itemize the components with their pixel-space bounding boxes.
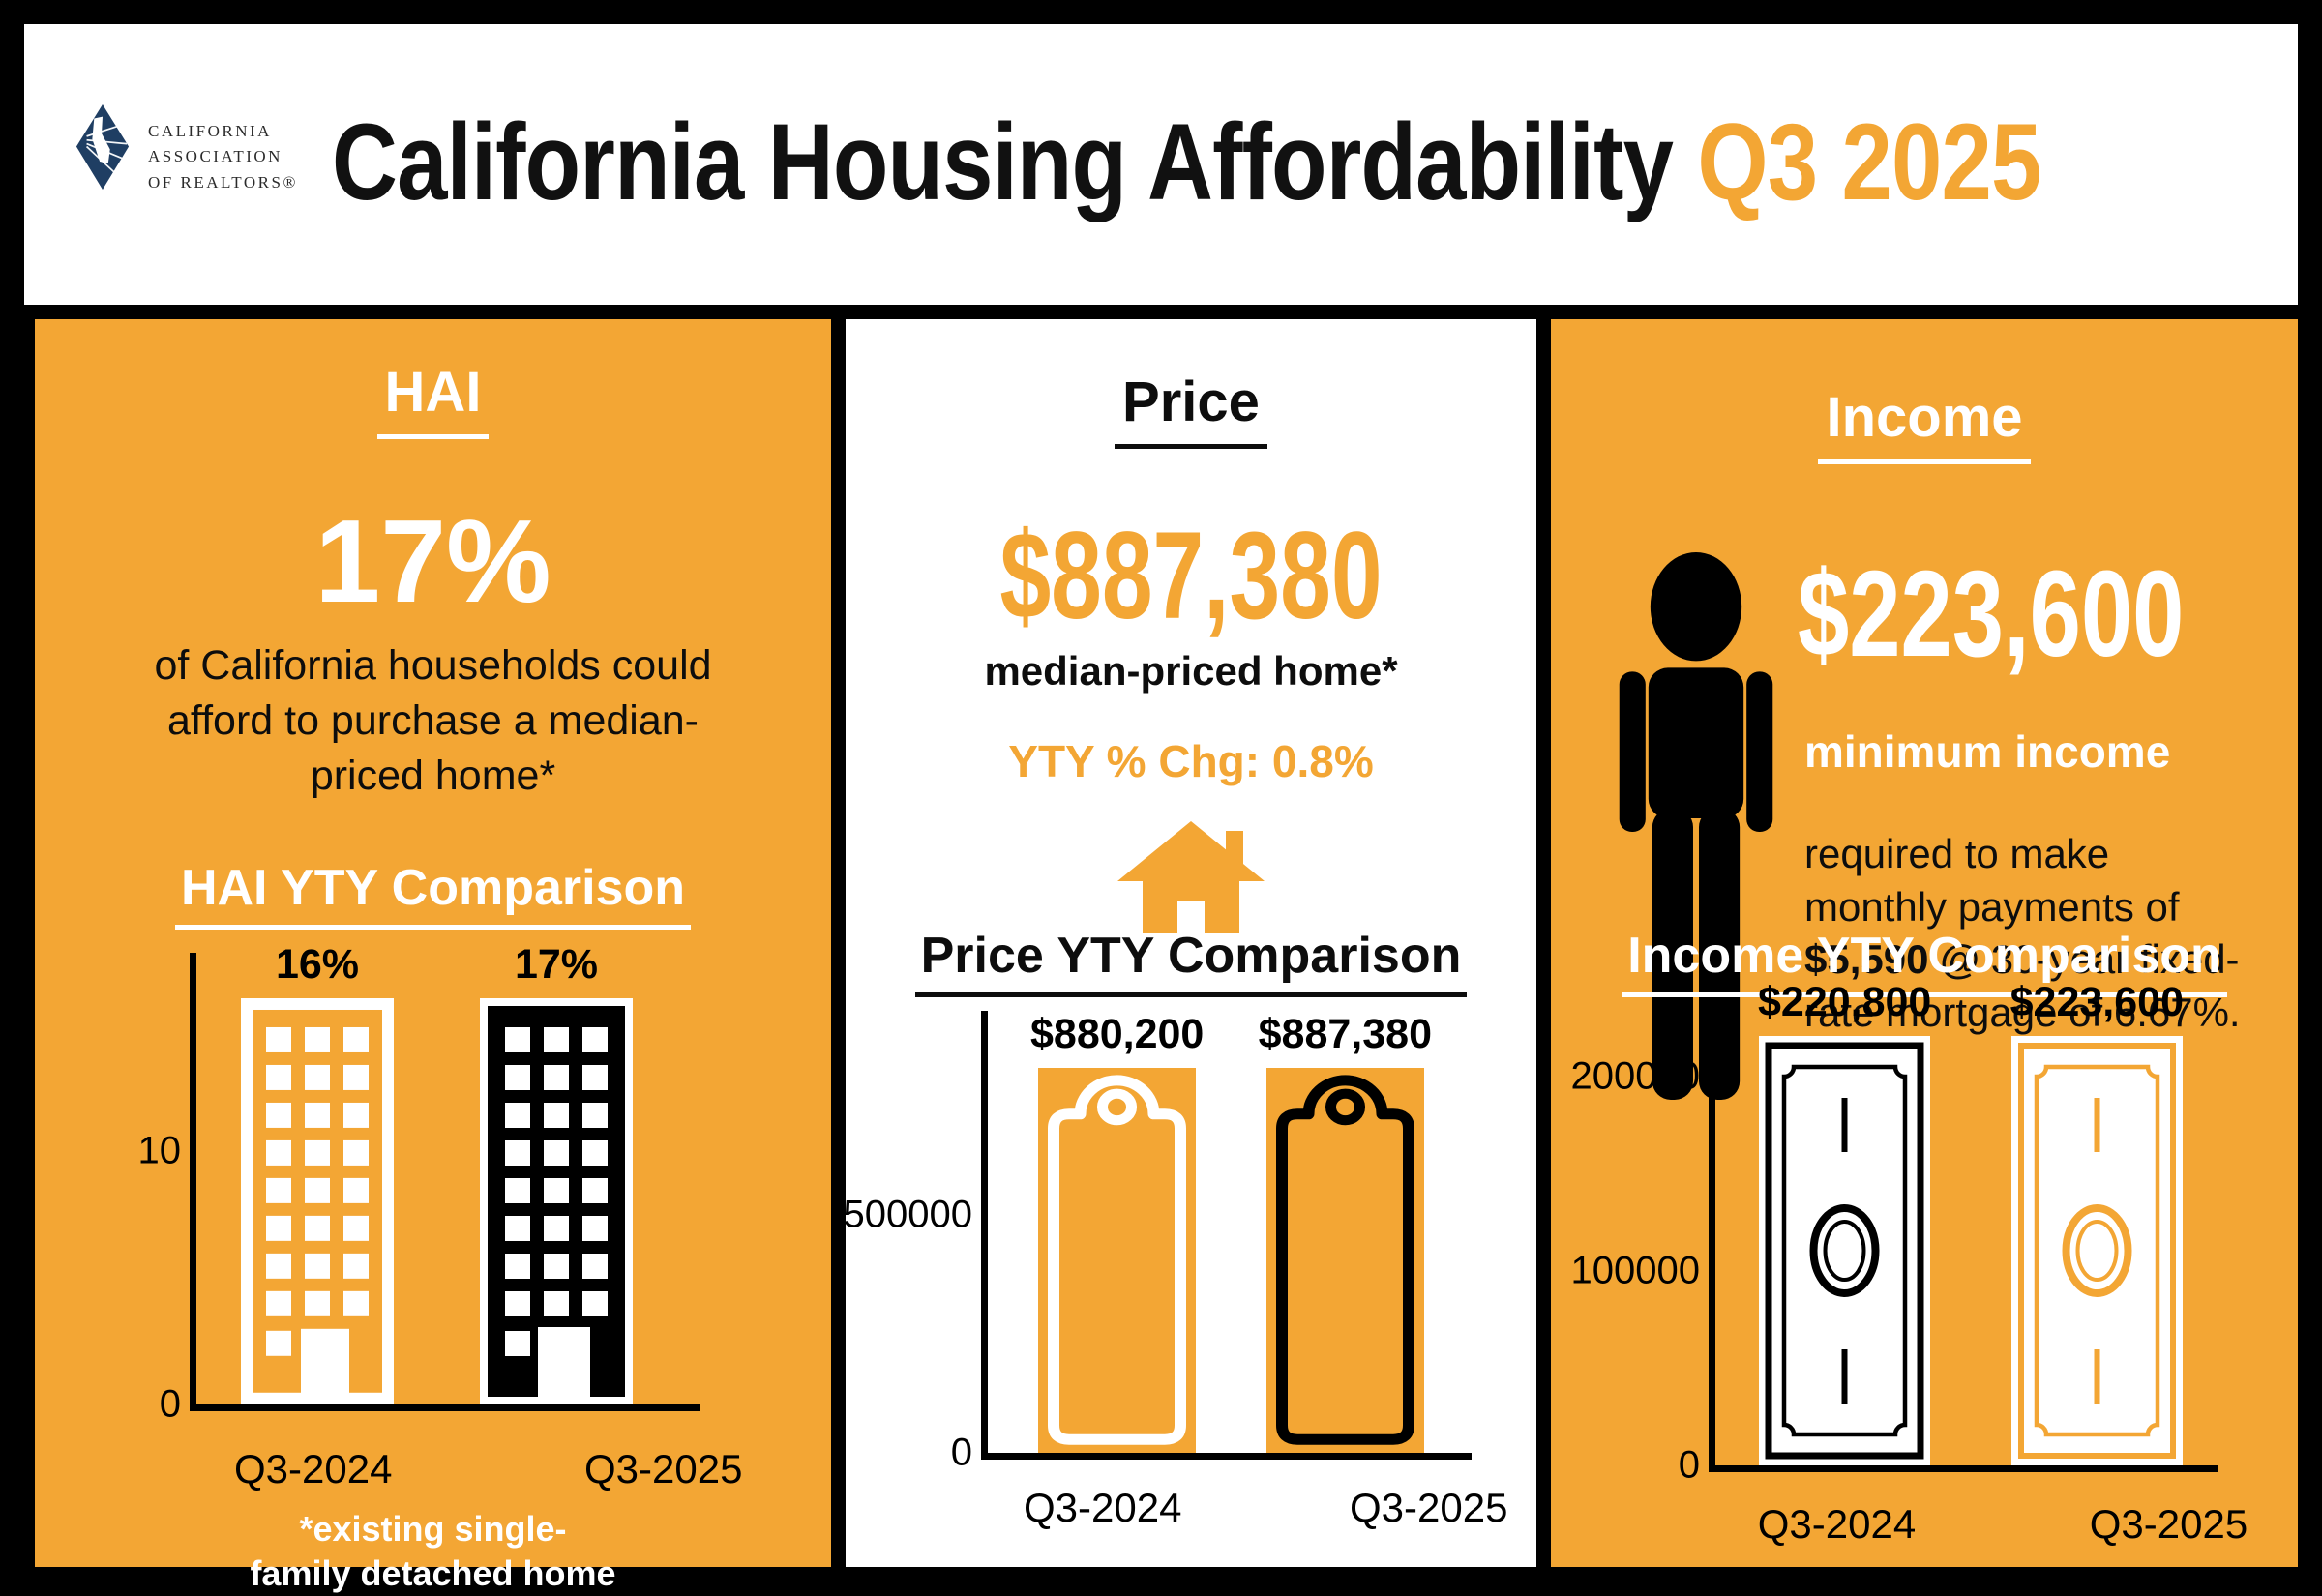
- category-label: Q3-2024: [1024, 1485, 1182, 1530]
- category-label: Q3-2024: [234, 1446, 393, 1492]
- hai-ytick-10: 10: [137, 1129, 182, 1172]
- hai-chart-title: HAI YTY Comparison: [35, 859, 831, 930]
- dollar-bill-orange-icon: [2010, 1036, 2183, 1465]
- hai-category-labels: Q3-2024 Q3-2025: [190, 1446, 804, 1493]
- income-ytick-0: 0: [1678, 1443, 1700, 1487]
- price-stat-value: $887,380: [999, 507, 1383, 645]
- bar-value-label: 16%: [275, 941, 360, 989]
- category-label: Q3-2025: [1350, 1485, 1508, 1530]
- hai-bar-q3-2024: [241, 998, 394, 1404]
- price-stat-caption: median-priced home*: [984, 648, 1398, 694]
- hai-description: of California households could afford to…: [154, 642, 712, 799]
- hai-panel: HAI 17% of California households could a…: [35, 319, 831, 1593]
- logo-line: CALIFORNIA: [148, 122, 272, 140]
- price-ytick-0: 0: [950, 1431, 972, 1474]
- price-heading: Price: [846, 369, 1536, 449]
- price-bar-q3-2025: [1265, 1068, 1424, 1453]
- bar-value-label: 17%: [514, 941, 599, 988]
- bar-value-label: $887,380: [1258, 1011, 1432, 1057]
- header-band: CALIFORNIA ASSOCIATION OF REALTORS® Cali…: [24, 24, 2298, 305]
- income-chart: 200000 100000 0 $220,800: [1571, 979, 2218, 1487]
- building-outline-icon: [241, 998, 394, 1404]
- income-stat-value: $223,600: [1798, 546, 2185, 682]
- category-label: Q3-2025: [2089, 1501, 2248, 1547]
- hai-bar-q3-2025: [480, 998, 633, 1404]
- logo-line: ASSOCIATION: [148, 147, 283, 166]
- income-bar-slot-q3-2025: $223,600: [2010, 979, 2184, 1465]
- page-title-quarter: Q3 2025: [1697, 102, 2041, 222]
- bar-value-label: $223,600: [2009, 979, 2184, 1025]
- income-category-labels: Q3-2024 Q3-2025: [1709, 1501, 2289, 1548]
- hai-bar-slot-q3-2024: 16%: [241, 941, 394, 1404]
- income-ytick-200000: 200000: [1570, 1054, 1700, 1098]
- price-chart: 500000 0 $880,200 $887,380: [844, 1011, 1472, 1474]
- hai-bar-slot-q3-2025: 17%: [480, 941, 633, 1404]
- income-ytick-100000: 100000: [1570, 1249, 1700, 1292]
- bar-value-label: $880,200: [1030, 1011, 1205, 1057]
- price-tag-black-icon: [1275, 1075, 1414, 1445]
- income-chart-title: Income YTY Comparison: [1551, 927, 2298, 997]
- price-chart-title: Price YTY Comparison: [846, 927, 1536, 997]
- hai-heading: HAI: [35, 360, 831, 439]
- hai-footnote: *existing single- family detached home: [250, 1509, 616, 1594]
- price-bar-slot-q3-2024: $880,200: [1030, 1011, 1204, 1453]
- income-panel: Income $223,600 minimum income required …: [1551, 319, 2298, 1567]
- income-bar-q3-2024: [1759, 1036, 1931, 1465]
- price-bar-slot-q3-2025: $887,380: [1259, 1011, 1432, 1453]
- bar-value-label: $220,800: [1758, 979, 1932, 1025]
- price-panel: Price $887,380 median-priced home* YTY %…: [844, 319, 1536, 1567]
- price-tag-white-icon: [1048, 1075, 1187, 1445]
- income-stat-caption: minimum income: [1804, 726, 2171, 777]
- price-ytick-500000: 500000: [843, 1193, 972, 1236]
- price-yty-change: YTY % Chg: 0.8%: [1008, 736, 1374, 786]
- page-title-main: California Housing Affordability: [332, 102, 1674, 222]
- car-logo-icon: [75, 104, 130, 190]
- category-label: Q3-2025: [584, 1446, 743, 1492]
- house-icon: [1117, 821, 1265, 933]
- logo-line: OF REALTORS®: [148, 172, 298, 192]
- income-bar-q3-2025: [2010, 1036, 2183, 1465]
- income-description: required to make monthly payments of $5,…: [1804, 831, 2241, 1035]
- price-bar-q3-2024: [1038, 1068, 1197, 1453]
- price-category-labels: Q3-2024 Q3-2025: [981, 1485, 1547, 1531]
- income-heading: Income: [1551, 385, 2298, 464]
- car-logo-text: CALIFORNIA ASSOCIATION OF REALTORS®: [148, 119, 298, 195]
- hai-stat-value: 17%: [314, 495, 551, 627]
- dollar-bill-black-icon: [1759, 1036, 1931, 1465]
- category-label: Q3-2024: [1757, 1501, 1917, 1547]
- hai-chart: 10 0 16%: [138, 941, 700, 1426]
- page-title: California Housing Affordability Q3 2025: [332, 100, 2041, 224]
- hai-ytick-0: 0: [159, 1382, 181, 1426]
- income-bar-slot-q3-2024: $220,800: [1758, 979, 1931, 1465]
- building-solid-icon: [480, 998, 633, 1404]
